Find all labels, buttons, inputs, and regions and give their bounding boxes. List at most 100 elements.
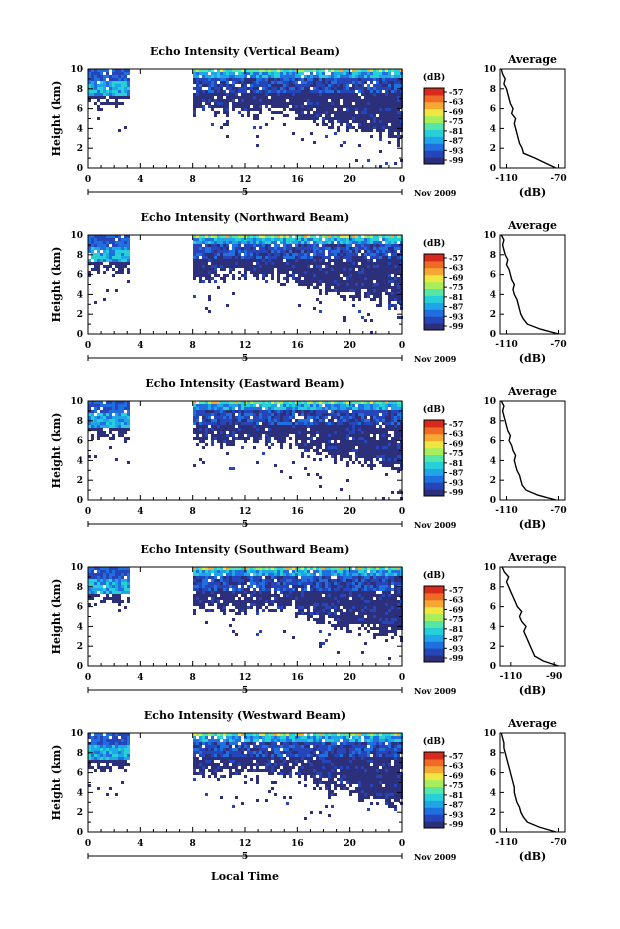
echo-cell: [196, 96, 199, 99]
echo-cell: [223, 244, 226, 247]
echo-cell: [394, 135, 397, 138]
echo-cell: [349, 235, 352, 238]
profile-line: [500, 68, 557, 169]
echo-cell: [232, 437, 235, 440]
echo-cell: [394, 114, 397, 117]
echo-cell: [292, 425, 295, 428]
echo-cell: [397, 93, 400, 96]
echo-cell: [382, 422, 385, 425]
echo-cell: [340, 96, 343, 99]
echo-cell: [274, 241, 277, 244]
echo-cell: [355, 244, 358, 247]
echo-cell: [307, 615, 310, 618]
echo-cell: [397, 256, 400, 259]
echo-cell: [127, 461, 130, 464]
echo-cell: [256, 274, 259, 277]
echo-cell: [262, 253, 265, 256]
echo-cell: [250, 570, 253, 573]
echo-cell: [208, 603, 211, 606]
echo-cell: [304, 105, 307, 108]
echo-cell: [376, 253, 379, 256]
echo-cell: [388, 90, 391, 93]
echo-cell: [247, 401, 250, 404]
echo-cell: [391, 271, 394, 274]
echo-cell: [268, 87, 271, 90]
echo-cell: [289, 102, 292, 105]
echo-cell: [319, 410, 322, 413]
echo-cell: [343, 286, 346, 289]
echo-cell: [388, 75, 391, 78]
echo-cell: [310, 250, 313, 253]
echo-cell: [388, 235, 391, 238]
echo-cell: [355, 286, 358, 289]
echo-cell: [238, 579, 241, 582]
echo-cell: [256, 75, 259, 78]
echo-cell: [208, 298, 211, 301]
echo-cell: [211, 582, 214, 585]
echo-cell: [220, 262, 223, 265]
echo-cell: [334, 455, 337, 458]
echo-cell: [223, 422, 226, 425]
echo-cell: [337, 401, 340, 404]
echo-cell: [220, 268, 223, 271]
echo-cell: [241, 591, 244, 594]
echo-cell: [121, 250, 124, 253]
echo-cell: [301, 268, 304, 271]
echo-cell: [358, 440, 361, 443]
echo-cell: [373, 253, 376, 256]
echo-cell: [325, 114, 328, 117]
echo-cell: [295, 573, 298, 576]
echo-cell: [292, 132, 295, 135]
echo-cell: [220, 277, 223, 280]
echo-cell: [223, 90, 226, 93]
echo-cell: [367, 313, 370, 316]
echo-cell: [331, 410, 334, 413]
echo-cell: [277, 410, 280, 413]
echo-cell: [301, 455, 304, 458]
echo-cell: [211, 259, 214, 262]
echo-cell: [346, 102, 349, 105]
echo-cell: [298, 235, 301, 238]
echo-cell: [202, 96, 205, 99]
echo-cell: [325, 455, 328, 458]
colorbar-tick-label: -93: [449, 145, 464, 155]
echo-cell: [241, 241, 244, 244]
echo-cell: [265, 105, 268, 108]
echo-cell: [286, 84, 289, 87]
echo-cell: [328, 259, 331, 262]
echo-cell: [385, 114, 388, 117]
echo-cell: [301, 434, 304, 437]
echo-cell: [313, 307, 316, 310]
echo-cell: [283, 90, 286, 93]
profile-x-tick-label: -110: [495, 506, 518, 516]
echo-cell: [235, 576, 238, 579]
echo-cell: [286, 238, 289, 241]
echo-cell: [238, 69, 241, 72]
echo-cell: [238, 401, 241, 404]
echo-cell: [124, 588, 127, 591]
echo-cell: [91, 588, 94, 591]
echo-cell: [358, 410, 361, 413]
echo-cell: [100, 259, 103, 262]
echo-cell: [205, 274, 208, 277]
echo-cell: [88, 274, 91, 277]
echo-cell: [358, 114, 361, 117]
echo-cell: [220, 102, 223, 105]
echo-cell: [103, 576, 106, 579]
echo-cell: [346, 479, 349, 482]
echo-cell: [322, 72, 325, 75]
echo-cell: [202, 570, 205, 573]
echo-cell: [385, 238, 388, 241]
echo-cell: [349, 114, 352, 117]
echo-cell: [301, 443, 304, 446]
echo-cell: [268, 413, 271, 416]
echo-cell: [364, 262, 367, 265]
echo-cell: [388, 434, 391, 437]
echo-cell: [289, 594, 292, 597]
echo-cell: [331, 244, 334, 247]
echo-cell: [88, 93, 91, 96]
echo-cell: [196, 102, 199, 105]
echo-cell: [355, 114, 358, 117]
echo-cell: [322, 102, 325, 105]
echo-cell: [214, 105, 217, 108]
